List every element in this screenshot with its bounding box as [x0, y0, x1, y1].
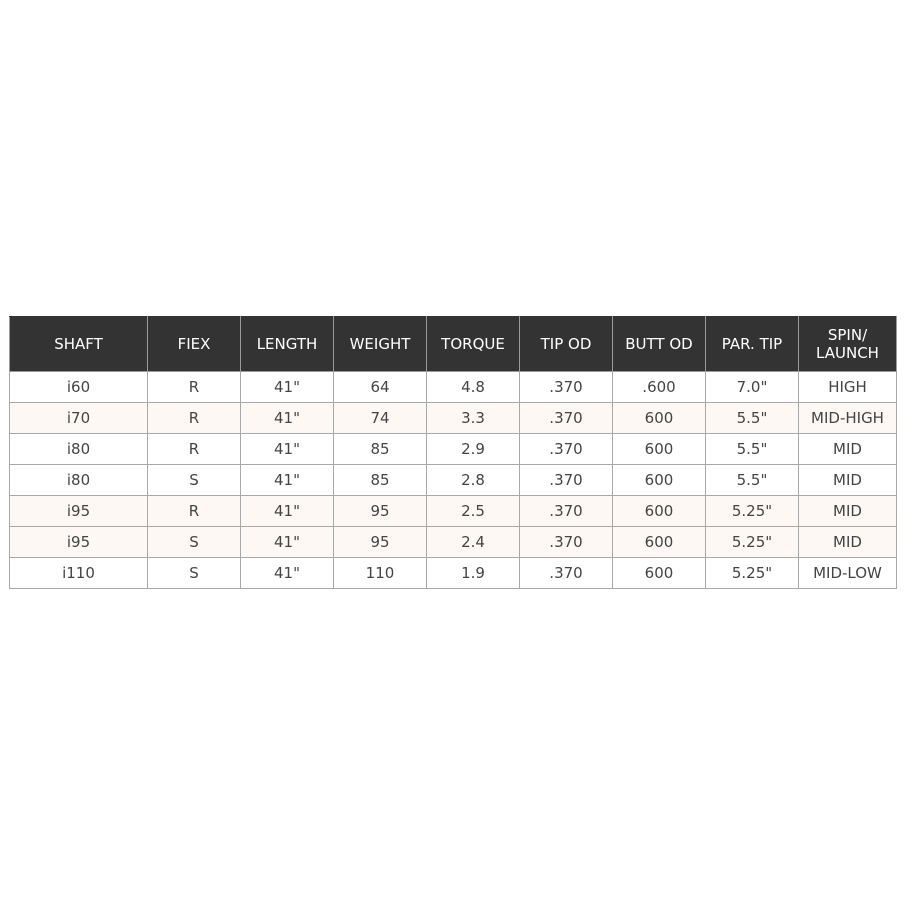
table-cell: 41"	[240, 464, 334, 496]
table-cell: 95	[333, 495, 427, 527]
table-cell: .370	[519, 464, 613, 496]
table-cell: S	[147, 557, 241, 589]
table-cell: 41"	[240, 495, 334, 527]
table-cell: MID-HIGH	[798, 402, 897, 434]
table-cell: 41"	[240, 526, 334, 558]
table-cell: .370	[519, 371, 613, 403]
table-cell: MID-LOW	[798, 557, 897, 589]
table-cell: R	[147, 433, 241, 465]
table-cell: .370	[519, 557, 613, 589]
table-cell: i80	[9, 433, 148, 465]
table-cell: .370	[519, 402, 613, 434]
table-cell: 7.0"	[705, 371, 799, 403]
table-row: i95 R 41" 95 2.5.370 600 5.25" MID	[9, 495, 897, 527]
table-cell: 2.9	[426, 433, 520, 465]
table-cell: 5.5"	[705, 402, 799, 434]
table-cell: 3.3	[426, 402, 520, 434]
column-header: BUTT OD	[612, 316, 706, 372]
table-row: i110 S 41" 110 1.9.370 600 5.25" MID-LOW	[9, 557, 897, 589]
table-row: i95 S 41" 95 2.4.370 600 5.25" MID	[9, 526, 897, 558]
table-cell: 600	[612, 495, 706, 527]
table-cell: 600	[612, 557, 706, 589]
table-cell: MID	[798, 464, 897, 496]
table-cell: .370	[519, 433, 613, 465]
column-header: PAR. TIP	[705, 316, 799, 372]
table-cell: MID	[798, 495, 897, 527]
table-row: i80 R 41" 85 2.9.370 600 5.5" MID	[9, 433, 897, 465]
table-cell: R	[147, 371, 241, 403]
table-cell: 85	[333, 464, 427, 496]
shaft-spec-table: SHAFT FIEX LENGTH WEIGHT TORQUE TIP OD BUTT OD…	[9, 316, 897, 589]
table-cell: 1.9	[426, 557, 520, 589]
table-cell: R	[147, 495, 241, 527]
table-cell: 2.4	[426, 526, 520, 558]
table-row: i70 R 41" 74 3.3.370 600 5.5" MID-HIGH	[9, 402, 897, 434]
column-header: SPIN/LAUNCH	[798, 316, 897, 372]
table-cell: 5.25"	[705, 495, 799, 527]
table-cell: 74	[333, 402, 427, 434]
table-cell: MID	[798, 433, 897, 465]
table-cell: 600	[612, 464, 706, 496]
table-cell: 5.25"	[705, 557, 799, 589]
table-cell: i70	[9, 402, 148, 434]
table-cell: i95	[9, 526, 148, 558]
column-header: LENGTH	[240, 316, 334, 372]
table-cell: 110	[333, 557, 427, 589]
table-cell: 2.8	[426, 464, 520, 496]
column-header: WEIGHT	[333, 316, 427, 372]
table-cell: i60	[9, 371, 148, 403]
table-cell: 64	[333, 371, 427, 403]
column-header: TORQUE	[426, 316, 520, 372]
table-cell: i95	[9, 495, 148, 527]
table-row: i80 S 41" 85 2.8.370 600 5.5" MID	[9, 464, 897, 496]
table-cell: 85	[333, 433, 427, 465]
table-cell: S	[147, 526, 241, 558]
table-cell: 5.5"	[705, 433, 799, 465]
table-cell: 2.5	[426, 495, 520, 527]
table-cell: 41"	[240, 371, 334, 403]
table-cell: .370	[519, 526, 613, 558]
table-cell: 600	[612, 402, 706, 434]
table-cell: i110	[9, 557, 148, 589]
table-cell: HIGH	[798, 371, 897, 403]
table-cell: .370	[519, 495, 613, 527]
table-cell: 4.8	[426, 371, 520, 403]
header-row: SHAFT FIEX LENGTH WEIGHT TORQUE TIP OD BUTT OD…	[9, 316, 897, 372]
table-cell: 41"	[240, 433, 334, 465]
table-cell: 41"	[240, 557, 334, 589]
table-cell: MID	[798, 526, 897, 558]
table-row: i60 R 41" 64 4.8.370.600 7.0" HIGH	[9, 371, 897, 403]
table-cell: 41"	[240, 402, 334, 434]
table-cell: i80	[9, 464, 148, 496]
table-cell: .600	[612, 371, 706, 403]
column-header: SHAFT	[9, 316, 148, 372]
table-cell: 600	[612, 433, 706, 465]
table-cell: 5.25"	[705, 526, 799, 558]
column-header: TIP OD	[519, 316, 613, 372]
column-header: FIEX	[147, 316, 241, 372]
table-cell: S	[147, 464, 241, 496]
table-cell: 95	[333, 526, 427, 558]
table-cell: R	[147, 402, 241, 434]
table-cell: 600	[612, 526, 706, 558]
table-cell: 5.5"	[705, 464, 799, 496]
